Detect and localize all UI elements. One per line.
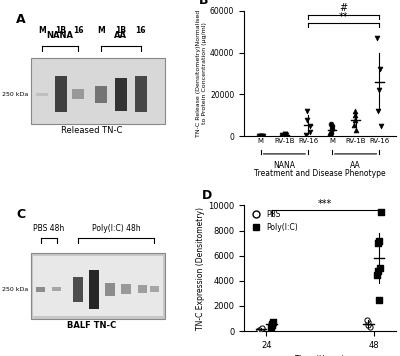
Text: PBS 48h: PBS 48h — [33, 224, 64, 233]
Point — [353, 127, 359, 133]
Point — [258, 133, 264, 139]
Y-axis label: TN-C Expression (Densitometry): TN-C Expression (Densitometry) — [196, 207, 205, 330]
Point — [279, 133, 286, 138]
Y-axis label: TN-C Release (Densitometry)Normalised
to Protein Concentration (μg/ml): TN-C Release (Densitometry)Normalised to… — [196, 10, 207, 137]
Point — [375, 240, 381, 246]
Text: M: M — [38, 26, 46, 35]
Point — [257, 134, 263, 139]
Point — [365, 319, 372, 325]
Point — [256, 133, 262, 139]
Point — [367, 324, 373, 330]
Point — [260, 133, 266, 139]
Point — [377, 67, 383, 72]
Text: C: C — [16, 208, 25, 221]
Text: 16: 16 — [136, 26, 146, 35]
X-axis label: Time (Hours): Time (Hours) — [295, 355, 345, 356]
Point — [280, 133, 286, 139]
Bar — [138, 285, 147, 293]
Text: AA: AA — [350, 162, 361, 171]
Bar — [55, 77, 67, 112]
Point — [352, 117, 358, 122]
X-axis label: Treatment and Disease Phenotype: Treatment and Disease Phenotype — [254, 169, 386, 178]
Point — [282, 131, 288, 136]
Text: M: M — [97, 26, 105, 35]
Point — [328, 121, 334, 127]
Text: ***: *** — [318, 199, 332, 209]
Point — [258, 325, 265, 331]
Point — [304, 117, 310, 122]
Point — [303, 132, 309, 138]
Point — [329, 126, 335, 132]
Point — [268, 324, 274, 330]
Point — [270, 319, 276, 325]
Point — [374, 35, 380, 41]
Bar — [73, 277, 83, 302]
Bar — [52, 288, 61, 291]
Point — [374, 272, 381, 277]
Bar — [36, 93, 48, 96]
Bar — [72, 89, 84, 99]
Bar — [106, 283, 115, 295]
Point — [364, 317, 370, 323]
Point — [375, 268, 382, 274]
Text: 1B: 1B — [55, 26, 66, 35]
Bar — [150, 286, 159, 292]
Text: NANA: NANA — [273, 162, 295, 171]
Text: B: B — [198, 0, 208, 7]
Point — [282, 132, 288, 137]
Text: 250 kDa: 250 kDa — [2, 92, 28, 97]
Point — [352, 112, 358, 118]
Point — [328, 123, 335, 129]
Point — [256, 327, 263, 333]
Bar — [31, 58, 165, 124]
Point — [375, 297, 382, 303]
Point — [307, 129, 314, 135]
Text: Released TN-C: Released TN-C — [61, 126, 123, 135]
Text: Poly(I:C) 48h: Poly(I:C) 48h — [92, 224, 140, 233]
Point — [259, 326, 265, 332]
Point — [283, 132, 289, 138]
Bar — [115, 78, 127, 111]
Point — [268, 322, 275, 328]
Point — [269, 321, 276, 326]
Bar — [95, 86, 107, 103]
Text: NANA: NANA — [46, 31, 74, 40]
Point — [258, 133, 265, 139]
Point — [375, 108, 381, 114]
Bar — [31, 253, 165, 319]
Point — [377, 209, 384, 215]
Text: #: # — [340, 3, 348, 13]
Point — [304, 108, 310, 114]
Bar — [122, 284, 131, 294]
Point — [365, 322, 372, 328]
Point — [258, 326, 264, 332]
Point — [328, 130, 334, 136]
Text: 250 kDa: 250 kDa — [2, 287, 28, 292]
Bar — [89, 269, 99, 309]
Text: 16: 16 — [73, 26, 83, 35]
Point — [306, 123, 313, 129]
Point — [376, 238, 382, 244]
Legend: PBS, Poly(I:C): PBS, Poly(I:C) — [248, 209, 299, 232]
Bar — [33, 256, 164, 316]
Point — [352, 108, 359, 114]
Point — [377, 266, 384, 271]
Point — [351, 122, 357, 128]
Point — [376, 88, 383, 93]
Text: **: ** — [339, 12, 348, 22]
Bar — [135, 77, 147, 112]
Point — [378, 123, 384, 129]
Bar — [36, 287, 45, 292]
Text: D: D — [202, 189, 212, 202]
Text: A: A — [16, 13, 26, 26]
Point — [327, 132, 334, 138]
Text: 1B: 1B — [115, 26, 126, 35]
Text: AA: AA — [114, 31, 127, 40]
Text: BALF TN-C: BALF TN-C — [67, 321, 117, 330]
